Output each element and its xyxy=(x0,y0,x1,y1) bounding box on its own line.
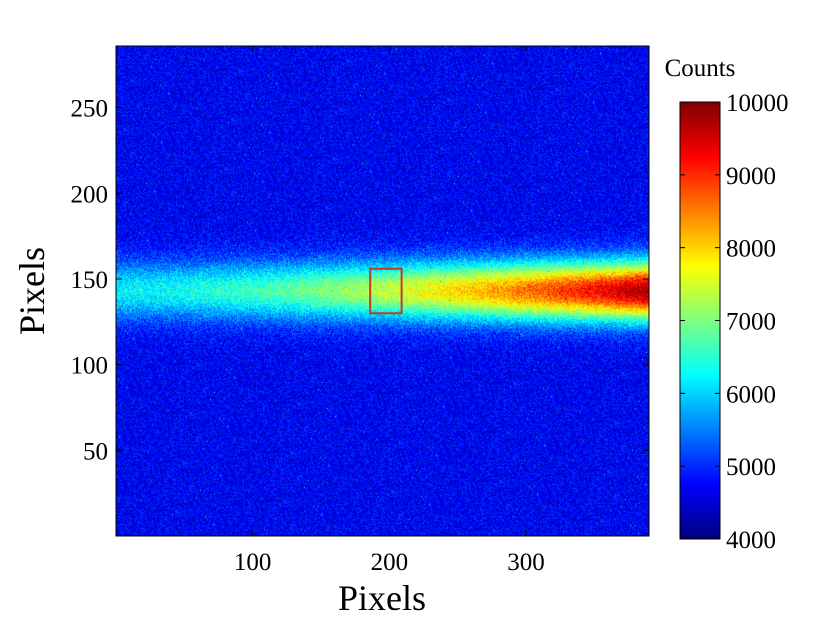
x-tick-label: 200 xyxy=(371,549,409,576)
colorbar-frame xyxy=(679,101,721,540)
colorbar-tick-label: 8000 xyxy=(726,236,776,263)
colorbar-tick-label: 10000 xyxy=(726,90,789,117)
y-tick-label: 50 xyxy=(83,438,108,465)
y-tick-label: 150 xyxy=(71,267,109,294)
x-axis-label: Pixels xyxy=(338,578,426,618)
colorbar-gradient xyxy=(680,102,720,539)
y-tick-label: 200 xyxy=(71,181,109,208)
roi-box xyxy=(369,267,403,315)
colorbar-tick-label: 5000 xyxy=(726,454,776,481)
colorbar-tick-label: 9000 xyxy=(726,163,776,190)
plot-frame xyxy=(115,45,650,537)
colorbar-tick-label: 7000 xyxy=(726,309,776,336)
y-tick-label: 100 xyxy=(71,353,109,380)
x-tick-label: 300 xyxy=(507,549,545,576)
y-axis-label: Pixels xyxy=(12,247,52,335)
y-tick-label: 250 xyxy=(71,96,109,123)
colorbar-title: Counts xyxy=(665,55,736,82)
colorbar-tick-label: 6000 xyxy=(726,381,776,408)
x-tick-label: 100 xyxy=(234,549,272,576)
colorbar-tick-label: 4000 xyxy=(726,527,776,554)
heatmap-image xyxy=(116,46,649,536)
